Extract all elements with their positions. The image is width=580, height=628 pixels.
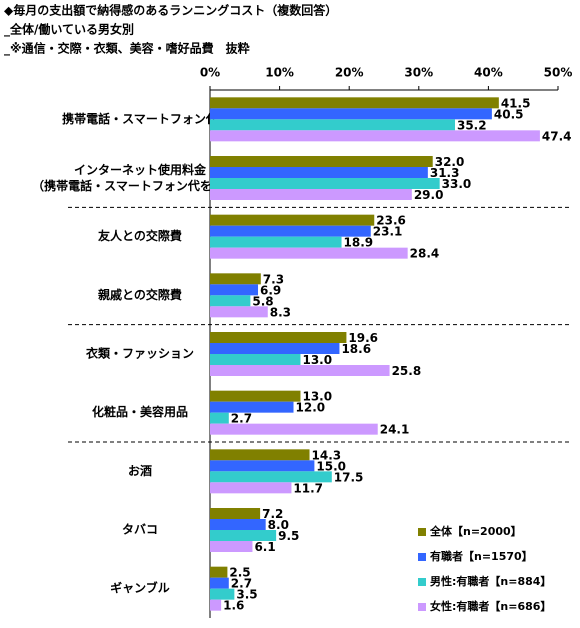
bar xyxy=(210,566,228,578)
category-label: 衣類・ファッション xyxy=(86,346,194,361)
x-tick-label: 50% xyxy=(544,66,573,80)
category-label: ギャンブル xyxy=(110,580,170,595)
x-tick-label: 20% xyxy=(335,66,364,80)
value-label: 1.6 xyxy=(223,599,244,613)
bar xyxy=(210,295,251,307)
category-label: 化粧品・美容用品 xyxy=(92,404,188,419)
chart-title: ◆毎月の支出額で納得感のあるランニングコスト（複数回答） xyxy=(4,3,337,18)
value-label: 2.7 xyxy=(231,577,252,591)
bar xyxy=(210,225,371,237)
bar xyxy=(210,354,301,365)
value-label: 31.3 xyxy=(430,166,460,180)
bar xyxy=(210,530,277,541)
bar xyxy=(210,508,261,519)
value-label: 8.0 xyxy=(268,518,289,532)
x-tick-label: 40% xyxy=(474,66,503,80)
value-label: 9.5 xyxy=(278,529,299,543)
bar xyxy=(210,214,375,226)
bar xyxy=(210,156,433,167)
category-label: インターネット使用料金（携帯電話・スマートフォン代を除く） xyxy=(32,162,248,193)
value-label: 13.0 xyxy=(302,390,332,404)
value-label: 28.4 xyxy=(410,247,440,261)
value-label: 23.6 xyxy=(376,214,406,228)
value-label: 17.5 xyxy=(334,470,364,484)
x-tick-label: 10% xyxy=(265,66,294,80)
bar xyxy=(210,119,455,131)
bar xyxy=(210,365,390,376)
value-label: 13.0 xyxy=(302,353,332,367)
x-tick-label: 0% xyxy=(200,66,220,80)
value-label: 3.5 xyxy=(236,588,257,602)
value-label: 29.0 xyxy=(414,188,444,202)
legend-label: 男性:有職者【n=884】 xyxy=(430,574,551,588)
bar xyxy=(210,577,229,589)
value-label: 6.9 xyxy=(260,283,281,297)
bar xyxy=(210,178,440,189)
bar xyxy=(210,343,340,354)
bar xyxy=(210,130,540,142)
value-label: 35.2 xyxy=(457,118,487,132)
value-label: 18.9 xyxy=(344,236,374,250)
bar xyxy=(210,167,428,178)
value-label: 11.7 xyxy=(293,481,323,495)
chart-subtitle: _全体/働いている男女別 xyxy=(4,22,134,38)
category-label: タバコ xyxy=(122,523,158,537)
bar xyxy=(210,588,235,600)
value-label: 24.1 xyxy=(380,423,410,437)
value-label: 8.3 xyxy=(270,305,291,319)
bar xyxy=(210,599,222,611)
value-label: 32.0 xyxy=(435,155,465,169)
value-label: 40.5 xyxy=(494,107,524,121)
bar xyxy=(210,284,259,296)
bar xyxy=(210,423,378,435)
value-label: 5.8 xyxy=(252,294,273,308)
bar xyxy=(210,236,342,248)
value-label: 7.2 xyxy=(262,507,283,521)
category-label: お酒 xyxy=(128,464,152,478)
bar xyxy=(210,108,492,120)
value-label: 6.1 xyxy=(254,540,275,554)
legend-label: 全体【n=2000】 xyxy=(429,524,522,538)
value-label: 14.3 xyxy=(312,448,342,462)
chart-subtitle: _※通信・交際・衣類、美容・嗜好品費 抜粋 xyxy=(4,41,250,57)
value-label: 47.4 xyxy=(542,129,572,143)
category-label: 携帯電話・スマートフォン代 xyxy=(62,111,218,126)
value-label: 2.7 xyxy=(231,412,252,426)
value-label: 2.5 xyxy=(229,566,250,580)
x-tick-label: 30% xyxy=(404,66,433,80)
bar xyxy=(210,460,315,472)
bar xyxy=(210,449,310,461)
bar xyxy=(210,412,229,424)
bar xyxy=(210,332,347,343)
value-label: 7.3 xyxy=(263,272,284,286)
bar xyxy=(210,247,408,259)
legend-swatch xyxy=(418,603,426,611)
legend-label: 女性:有職者【n=686】 xyxy=(430,599,551,613)
bar xyxy=(210,306,268,318)
value-label: 25.8 xyxy=(392,364,422,378)
bar xyxy=(210,97,499,109)
legend-swatch xyxy=(418,578,426,586)
category-label: 友人との交際費 xyxy=(97,228,182,243)
bar xyxy=(210,273,261,285)
legend-label: 有職者【n=1570】 xyxy=(430,549,533,563)
value-label: 33.0 xyxy=(442,177,472,191)
bar xyxy=(210,189,412,200)
legend-swatch xyxy=(418,528,426,536)
value-label: 15.0 xyxy=(316,459,346,473)
value-label: 18.6 xyxy=(341,342,371,356)
legend-swatch xyxy=(418,553,426,561)
category-label: 親戚との交際費 xyxy=(98,287,182,302)
bar xyxy=(210,390,301,402)
bar xyxy=(210,541,253,552)
bar xyxy=(210,401,294,413)
value-label: 23.1 xyxy=(373,225,403,239)
bar xyxy=(210,482,292,494)
value-label: 19.6 xyxy=(348,331,378,345)
bar xyxy=(210,471,332,483)
value-label: 41.5 xyxy=(501,96,531,110)
value-label: 12.0 xyxy=(296,401,326,415)
bar xyxy=(210,519,266,530)
